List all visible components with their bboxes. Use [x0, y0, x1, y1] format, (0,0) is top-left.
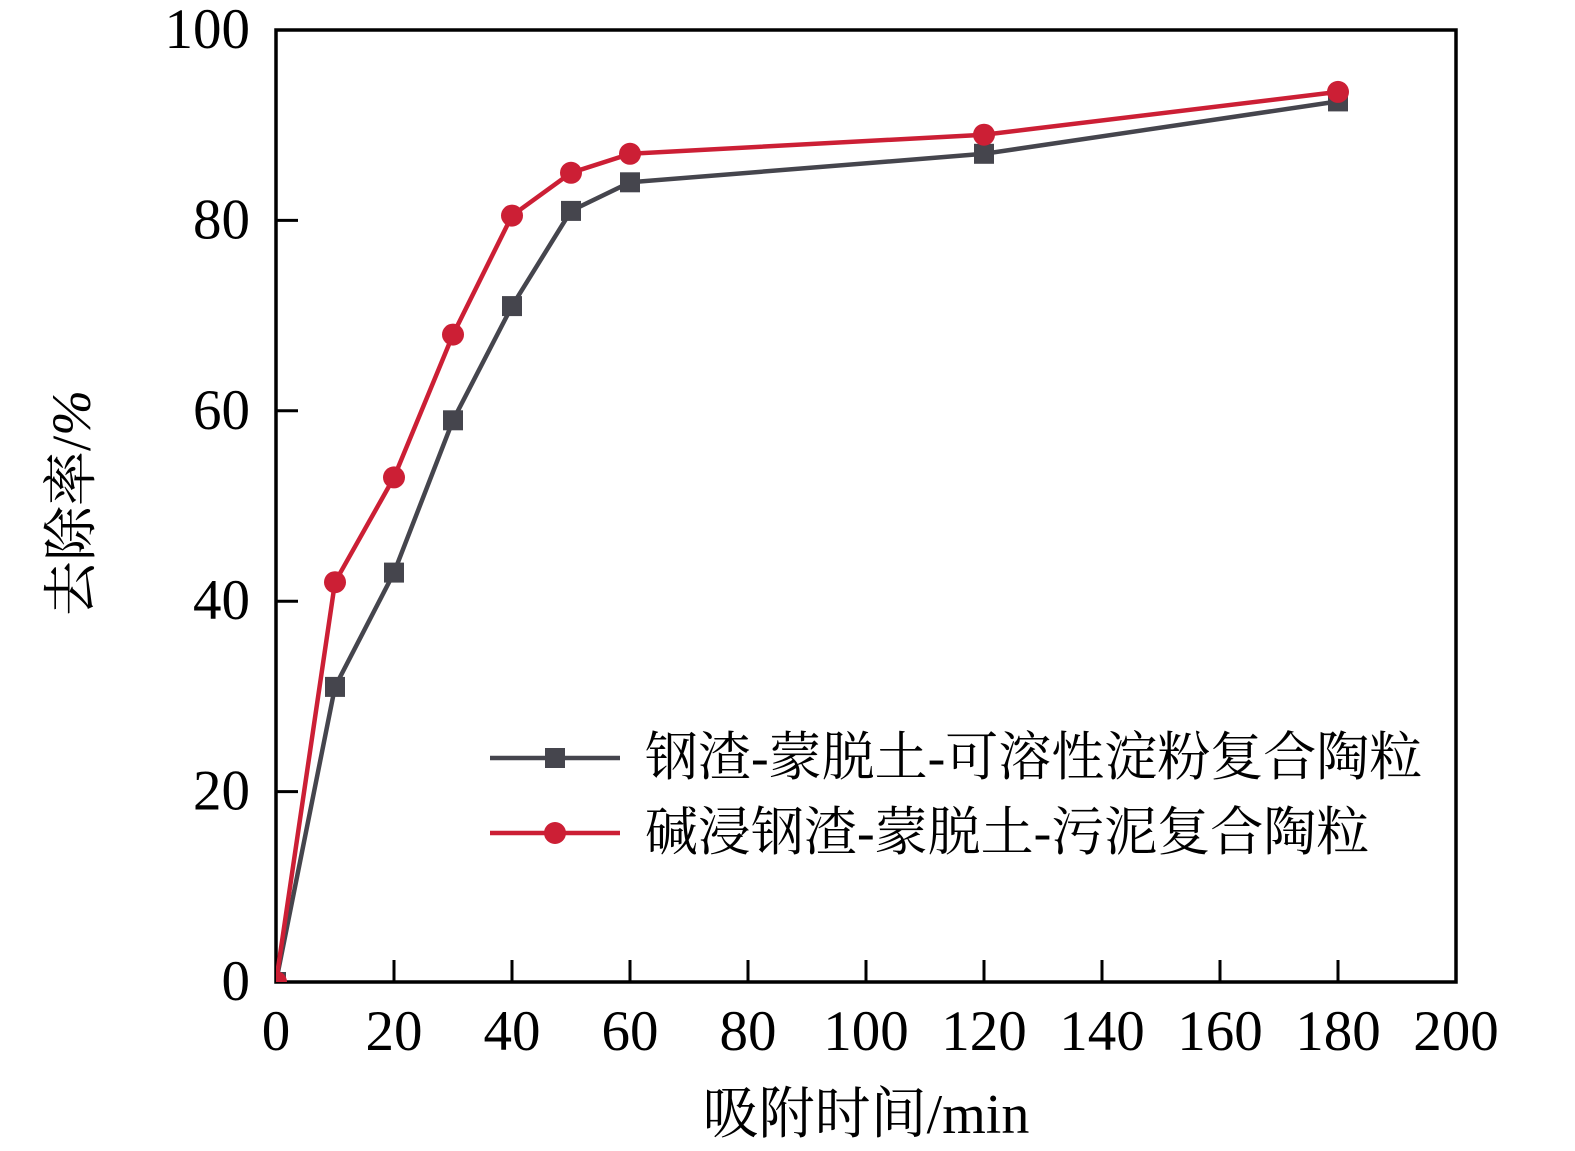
- svg-text:去除率/%: 去除率/%: [41, 390, 102, 616]
- svg-text:120: 120: [941, 1000, 1027, 1063]
- svg-text:40: 40: [193, 569, 250, 632]
- svg-text:20: 20: [366, 1000, 423, 1063]
- svg-text:0: 0: [262, 1000, 291, 1063]
- svg-text:80: 80: [193, 188, 250, 251]
- svg-text:100: 100: [823, 1000, 909, 1063]
- svg-text:200: 200: [1413, 1000, 1499, 1063]
- svg-text:碱浸钢渣-蒙脱土-污泥复合陶粒: 碱浸钢渣-蒙脱土-污泥复合陶粒: [645, 804, 1369, 862]
- svg-text:140: 140: [1059, 1000, 1145, 1063]
- svg-text:60: 60: [193, 379, 250, 442]
- svg-text:40: 40: [484, 1000, 541, 1063]
- svg-text:60: 60: [602, 1000, 659, 1063]
- svg-text:0: 0: [222, 950, 251, 1013]
- svg-text:160: 160: [1177, 1000, 1263, 1063]
- svg-text:吸附时间/min: 吸附时间/min: [703, 1084, 1030, 1146]
- svg-text:钢渣-蒙脱土-可溶性淀粉复合陶粒: 钢渣-蒙脱土-可溶性淀粉复合陶粒: [645, 729, 1422, 787]
- svg-text:180: 180: [1295, 1000, 1381, 1063]
- svg-text:80: 80: [720, 1000, 777, 1063]
- svg-text:100: 100: [165, 0, 251, 61]
- svg-text:20: 20: [193, 760, 250, 823]
